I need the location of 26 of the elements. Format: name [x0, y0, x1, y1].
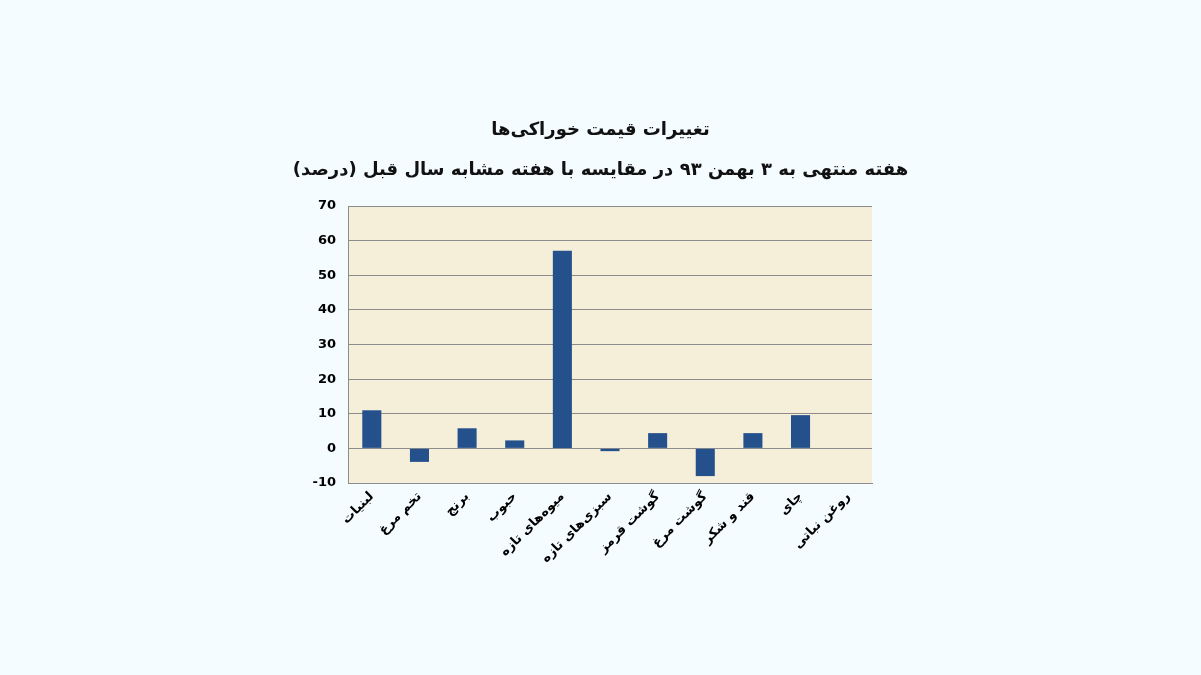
x-tick-label: تخم مرغ [375, 488, 424, 538]
bar [409, 448, 429, 462]
bar [457, 428, 477, 448]
y-tick-label: 40 [317, 301, 336, 317]
y-tick-label: 70 [317, 197, 336, 213]
x-tick-label: برنج [441, 488, 472, 519]
bar [695, 448, 715, 477]
bar [362, 410, 382, 448]
bar [552, 250, 572, 448]
bar [743, 433, 763, 448]
x-tick-label: حبوب [483, 488, 520, 525]
y-tick-label: 0 [326, 439, 336, 455]
y-tick-label: 20 [317, 370, 336, 386]
y-tick-label: -10 [312, 474, 336, 490]
y-tick-label: 30 [317, 335, 336, 351]
y-tick-label: 50 [317, 266, 336, 282]
bar [505, 440, 525, 448]
y-tick-label: 60 [317, 232, 336, 247]
chart-subtitle: هفته منتهی به ۳ بهمن ۹۳ در مقایسه با هفته مشابه سال قبل (درصد) [291, 158, 910, 179]
x-tick-label: چای [775, 488, 806, 518]
y-tick-label: 10 [317, 405, 336, 421]
x-tick-label: لبنیات [338, 488, 377, 527]
bar [791, 415, 811, 448]
bar [648, 433, 668, 448]
chart-title: تغییرات قیمت خوراکی‌ها [490, 118, 711, 139]
bar [600, 448, 620, 452]
